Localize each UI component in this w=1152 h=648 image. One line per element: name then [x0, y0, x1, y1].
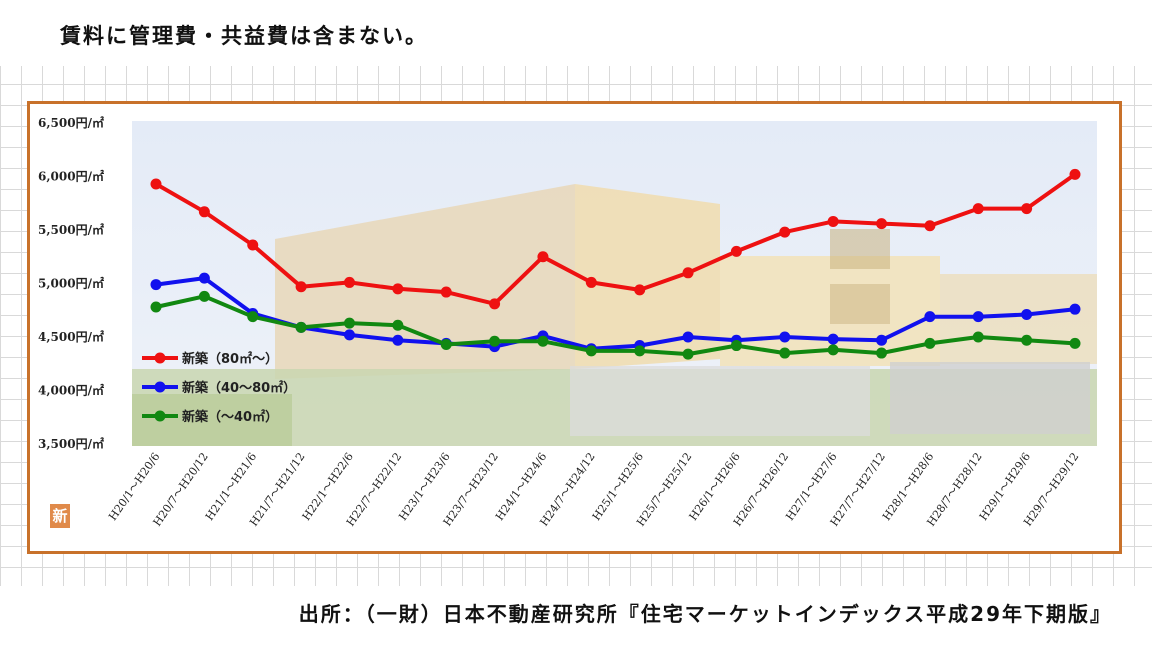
data-point — [1021, 334, 1033, 346]
data-point — [924, 220, 936, 232]
x-tick-label: H20/1～H20/6 — [106, 450, 162, 523]
data-point — [392, 283, 404, 295]
x-tick-label: H25/1～H25/6 — [590, 450, 646, 523]
x-tick-label: H20/7～H20/12 — [151, 450, 211, 528]
data-point — [682, 331, 694, 343]
data-point — [634, 284, 646, 296]
data-point — [730, 340, 742, 352]
data-point — [779, 226, 791, 238]
data-point — [585, 276, 597, 288]
footer-band — [0, 586, 1152, 648]
data-point — [440, 286, 452, 298]
x-tick-label: H29/1～H29/6 — [977, 450, 1033, 523]
data-point — [295, 321, 307, 333]
data-point — [972, 203, 984, 215]
plot-background — [132, 121, 1097, 446]
x-tick-label: H23/7～H23/12 — [441, 450, 501, 528]
x-tick-label: H24/1～H24/6 — [493, 450, 549, 523]
header-band — [0, 0, 1152, 66]
data-point — [392, 319, 404, 331]
data-point — [343, 317, 355, 329]
data-point — [876, 218, 888, 230]
data-point — [1069, 168, 1081, 180]
x-tick-label: H23/1～H23/6 — [396, 450, 452, 523]
rent-note: 賃料に管理費・共益費は含まない。 — [60, 24, 428, 48]
data-point — [247, 311, 259, 323]
data-point — [440, 338, 452, 350]
data-point — [634, 345, 646, 357]
data-point — [779, 331, 791, 343]
data-point — [876, 347, 888, 359]
y-tick-label: 5,500円/㎡ — [38, 222, 104, 237]
data-point — [343, 276, 355, 288]
x-tick-label: H27/7～H27/12 — [828, 450, 888, 528]
x-tick-label: H22/1～H22/6 — [300, 450, 356, 523]
data-point — [343, 329, 355, 341]
y-tick-label: 6,500円/㎡ — [38, 115, 104, 130]
data-point — [876, 334, 888, 346]
data-point — [537, 251, 549, 263]
y-tick-label: 4,000円/㎡ — [38, 383, 104, 398]
new-badge: 新 — [50, 504, 70, 528]
x-tick-label: H26/1～H26/6 — [687, 450, 743, 523]
y-tick-label: 5,000円/㎡ — [38, 276, 104, 291]
data-point — [827, 215, 839, 227]
data-point — [924, 337, 936, 349]
data-point — [682, 267, 694, 279]
x-tick-label: H21/1～H21/6 — [203, 450, 259, 523]
y-tick-label: 6,000円/㎡ — [38, 169, 104, 184]
data-point — [827, 333, 839, 345]
data-point — [585, 345, 597, 357]
data-point — [247, 239, 259, 251]
x-tick-label: H26/7～H26/12 — [731, 450, 791, 528]
data-point — [295, 281, 307, 293]
data-point — [827, 344, 839, 356]
legend-label: 新築（～40㎡） — [182, 409, 278, 425]
y-tick-label: 3,500円/㎡ — [38, 436, 104, 451]
data-point — [924, 311, 936, 323]
data-point — [150, 301, 162, 313]
legend-label: 新築（40～80㎡） — [182, 380, 296, 396]
data-point — [392, 334, 404, 346]
legend-label: 新築（80㎡～） — [182, 351, 278, 367]
legend-swatch-dot — [154, 352, 166, 364]
data-point — [972, 331, 984, 343]
data-point — [682, 348, 694, 360]
series-line-2 — [155, 294, 1076, 357]
source-citation: 出所：（一財）日本不動産研究所『住宅マーケットインデックス平成29年下期版』 — [298, 602, 1112, 626]
x-tick-label: H22/7～H22/12 — [344, 450, 404, 528]
rent-line-chart: 6,500円/㎡ 6,000円/㎡ 5,500円/㎡ 5,000円/㎡ 4,500円/㎡… — [38, 115, 1097, 529]
data-point — [198, 272, 210, 284]
chart-frame: 6,500円/㎡ 6,000円/㎡ 5,500円/㎡ 5,000円/㎡ 4,500円/㎡… — [27, 101, 1122, 554]
data-point — [198, 206, 210, 218]
data-point — [198, 290, 210, 302]
series-line-0 — [155, 172, 1077, 306]
data-point — [489, 335, 501, 347]
data-point — [972, 311, 984, 323]
x-tick-label: H28/7～H28/12 — [924, 450, 984, 528]
data-point — [1069, 303, 1081, 315]
data-point — [150, 178, 162, 190]
data-point — [537, 335, 549, 347]
data-point — [489, 298, 501, 310]
data-point — [150, 279, 162, 291]
x-tick-label: H24/7～H24/12 — [537, 450, 597, 528]
data-point — [1069, 337, 1081, 349]
data-point — [730, 245, 742, 257]
legend-swatch-dot — [154, 410, 166, 422]
legend-swatch-dot — [154, 381, 166, 393]
x-tick-label: H29/7～H29/12 — [1021, 450, 1081, 528]
y-tick-label: 4,500円/㎡ — [38, 329, 104, 344]
data-point — [1021, 203, 1033, 215]
x-tick-label: H25/7～H25/12 — [634, 450, 694, 528]
data-point — [1021, 309, 1033, 321]
x-tick-label: H21/7～H21/12 — [247, 450, 307, 528]
data-point — [779, 347, 791, 359]
x-tick-label: H28/1～H28/6 — [880, 450, 936, 523]
x-tick-label: H27/1～H27/6 — [783, 450, 839, 523]
